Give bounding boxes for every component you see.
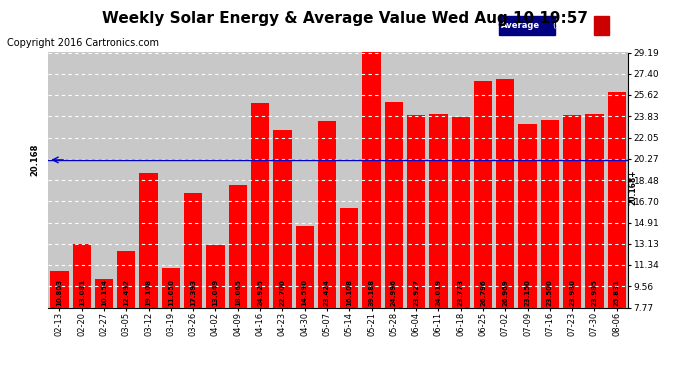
Text: 24.019: 24.019 — [435, 279, 442, 306]
Text: ($): ($) — [651, 21, 663, 30]
Text: 26.796: 26.796 — [480, 279, 486, 306]
Bar — [161, 268, 180, 308]
Bar — [295, 226, 314, 308]
Bar — [251, 103, 269, 308]
Text: 23.500: 23.500 — [547, 279, 553, 306]
Text: 20.168: 20.168 — [30, 144, 39, 176]
Text: 13.081: 13.081 — [79, 279, 85, 306]
Text: 13.049: 13.049 — [213, 279, 219, 306]
Bar — [340, 208, 358, 308]
Bar — [139, 172, 158, 308]
Text: 10.154: 10.154 — [101, 279, 107, 306]
Bar — [117, 251, 135, 308]
Bar — [563, 114, 581, 308]
Text: 16.108: 16.108 — [346, 279, 353, 306]
Bar — [362, 0, 381, 308]
Text: 17.393: 17.393 — [190, 279, 196, 306]
FancyBboxPatch shape — [593, 15, 609, 35]
Bar — [228, 185, 247, 308]
Text: 14.590: 14.590 — [302, 279, 308, 306]
Bar — [608, 93, 626, 308]
Bar — [318, 121, 336, 308]
Text: 25.831: 25.831 — [613, 279, 620, 306]
Text: Weekly Solar Energy & Average Value Wed Aug 10 19:57: Weekly Solar Energy & Average Value Wed … — [102, 11, 588, 26]
Text: 23.773: 23.773 — [457, 279, 464, 306]
Bar — [496, 79, 515, 308]
Bar — [72, 244, 91, 308]
FancyBboxPatch shape — [499, 15, 555, 35]
Bar — [184, 193, 202, 308]
Text: Average: Average — [500, 21, 540, 30]
Text: 23.150: 23.150 — [524, 279, 531, 306]
Text: 24.996: 24.996 — [391, 279, 397, 306]
Bar — [429, 114, 448, 308]
Bar — [273, 130, 291, 308]
Bar — [518, 124, 537, 308]
Text: 23.980: 23.980 — [569, 279, 575, 306]
Text: 12.492: 12.492 — [124, 279, 129, 306]
Text: 23.424: 23.424 — [324, 279, 330, 306]
Bar — [474, 81, 492, 308]
Text: 11.050: 11.050 — [168, 279, 174, 306]
Text: 39.188: 39.188 — [368, 279, 375, 306]
Bar — [385, 102, 403, 308]
Bar — [541, 120, 559, 308]
Text: Daily: Daily — [612, 21, 636, 30]
Text: ($): ($) — [553, 21, 564, 30]
Text: 24.925: 24.925 — [257, 279, 263, 306]
Text: Copyright 2016 Cartronics.com: Copyright 2016 Cartronics.com — [7, 38, 159, 48]
Text: 18.065: 18.065 — [235, 279, 241, 306]
Bar — [451, 117, 470, 308]
Bar — [407, 115, 425, 308]
Text: 19.108: 19.108 — [146, 279, 152, 306]
Text: 22.700: 22.700 — [279, 279, 286, 306]
Bar — [50, 272, 68, 308]
Bar — [585, 114, 604, 308]
Bar — [95, 279, 113, 308]
Text: 10.803: 10.803 — [57, 279, 63, 306]
Text: 20.168+: 20.168+ — [628, 170, 638, 205]
Bar — [206, 244, 225, 308]
Text: 23.985: 23.985 — [591, 279, 598, 306]
Text: 26.969: 26.969 — [502, 279, 509, 306]
Text: 23.927: 23.927 — [413, 279, 419, 306]
